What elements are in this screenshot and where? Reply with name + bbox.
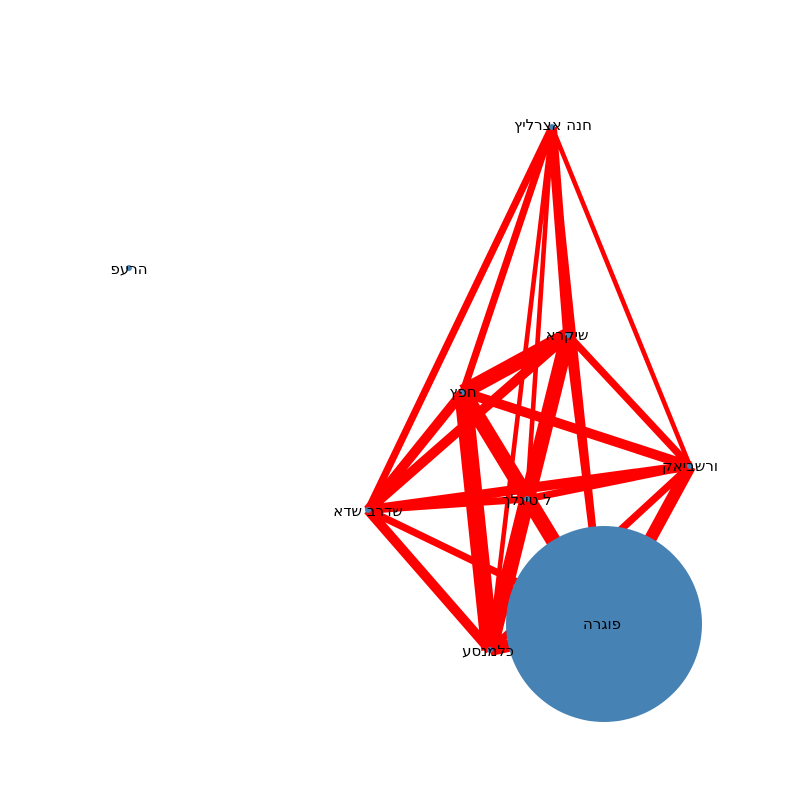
edge-hana-shadra (364, 125, 556, 512)
node-label-varshavi: ורשביאק (662, 457, 718, 475)
edge-hana-tigal (524, 126, 555, 500)
label-layer: חנה אצרליץ הרעפ שיקרא חפץ ורשביאק ל טיגל… (110, 116, 717, 660)
node-layer (126, 124, 702, 722)
node-label-fogra: פוגרה (583, 615, 621, 633)
node-shadra (365, 507, 371, 513)
node-label-hafets: חפץ (449, 383, 476, 401)
edge-hafets-shadra (364, 388, 467, 514)
node-label-shadra: שדרב שדא (333, 502, 403, 520)
edge-layer (364, 125, 696, 657)
edge-hana-hafets (459, 125, 556, 394)
node-pera (126, 265, 132, 271)
node-tigal (524, 496, 530, 502)
node-label-hana: חנה אצרליץ (514, 116, 592, 134)
edge-varshavi-tigal (526, 462, 691, 503)
node-label-shikra: שיקרא (545, 326, 588, 344)
node-label-tigal: ל טיגלך (502, 491, 551, 509)
edge-shikra-varshavi (565, 332, 693, 469)
edge-hafets-kalmens (454, 391, 499, 651)
node-label-pera: הרעפ (110, 260, 147, 278)
node-label-kalmens: כלמנסע (462, 642, 514, 660)
node-hafets (460, 389, 466, 395)
node-varshavi (687, 463, 693, 469)
node-hana (549, 124, 555, 130)
edge-hana-varshavi (549, 126, 693, 467)
edge-tigal-kalmens (482, 497, 535, 652)
edge-shadra-tigal (367, 495, 528, 514)
edge-shadra-kalmens (364, 506, 494, 654)
node-kalmens (487, 647, 493, 653)
node-fogra (506, 526, 702, 722)
node-shikra (565, 332, 571, 338)
edge-hana-kalmens (487, 126, 555, 651)
edge-hafets-varshavi (461, 387, 692, 471)
